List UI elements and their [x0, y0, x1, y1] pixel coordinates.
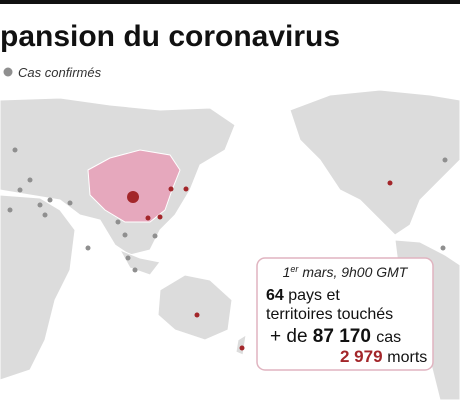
dot	[7, 207, 13, 213]
dot	[157, 214, 163, 220]
dot	[145, 215, 151, 221]
info-date: 1er mars, 9h00 GMT	[283, 264, 409, 280]
date-day: 1	[283, 264, 291, 280]
case-dots	[7, 147, 448, 351]
dot	[115, 219, 121, 225]
dot	[12, 147, 18, 153]
dot	[387, 180, 393, 186]
legend-label: Cas confirmés	[18, 65, 102, 80]
legend-dot	[3, 67, 13, 77]
countries-count: 64	[266, 287, 284, 304]
dot	[239, 345, 245, 351]
date-sup: er	[290, 264, 299, 274]
dot	[67, 200, 73, 206]
dot	[17, 187, 23, 193]
cases-count: 87 170	[313, 326, 371, 347]
dot	[442, 157, 448, 163]
cases-prefix: + de	[270, 326, 308, 347]
date-rest: mars, 9h00 GMT	[298, 264, 408, 280]
cases-unit: cas	[376, 329, 401, 346]
title: pansion du coronavirus	[0, 20, 340, 53]
north-america	[289, 89, 460, 236]
info-box	[256, 257, 434, 371]
china	[87, 149, 181, 223]
countries-text: pays et	[288, 287, 340, 304]
info-deaths: 2 979 morts	[340, 347, 427, 366]
dot	[194, 312, 200, 318]
dot	[127, 191, 139, 203]
africa	[0, 194, 76, 381]
dot	[47, 197, 53, 203]
info-countries-line2: territoires touchés	[266, 306, 393, 323]
dot	[122, 232, 128, 238]
dot	[168, 186, 174, 192]
dot	[42, 212, 48, 218]
dot	[132, 267, 138, 273]
dot	[85, 245, 91, 251]
info-cases: + de 87 170 cas	[270, 326, 401, 347]
indonesia	[118, 249, 161, 276]
dot	[27, 177, 33, 183]
deaths-count: 2 979	[340, 347, 383, 366]
dot	[125, 255, 131, 261]
australia	[157, 274, 233, 341]
top-bar	[0, 0, 460, 4]
dot	[440, 245, 446, 251]
dot	[37, 202, 43, 208]
dot	[152, 233, 158, 239]
dot	[183, 186, 189, 192]
info-countries: 64 pays et	[266, 287, 340, 304]
deaths-unit: morts	[387, 349, 427, 366]
